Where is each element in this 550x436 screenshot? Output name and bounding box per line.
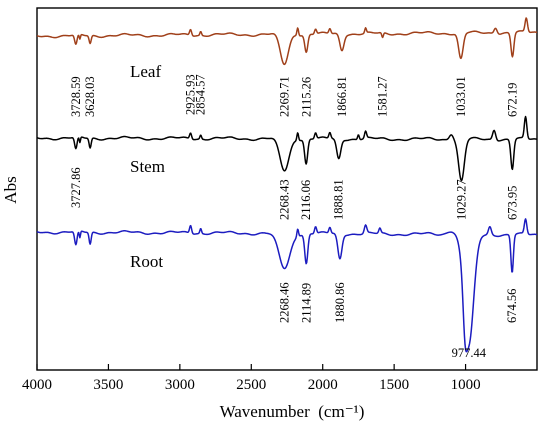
peak-label: 1866.81 (335, 76, 349, 117)
plot-frame (36, 7, 538, 371)
peak-label: 3628.03 (83, 76, 97, 117)
peak-label: 2268.46 (277, 282, 291, 323)
x-tick-label: 4000 (22, 377, 52, 393)
series-line-stem (36, 115, 538, 182)
peak-label: 1888.81 (332, 179, 346, 220)
series-lines (36, 17, 538, 353)
peak-label: 2268.43 (277, 179, 291, 220)
x-tick-label: 2000 (308, 377, 338, 393)
series-line-leaf (36, 17, 538, 66)
peak-label: 2115.26 (299, 77, 313, 117)
x-tick-label: 3000 (165, 377, 195, 393)
peak-label: 977.44 (452, 346, 487, 360)
peak-label: 1880.86 (333, 282, 347, 323)
peak-label: 673.95 (505, 186, 519, 220)
x-tick-label: 1500 (379, 377, 409, 393)
series-label-root: Root (130, 252, 163, 271)
peak-label: 1581.27 (376, 76, 390, 117)
series-line-root (36, 218, 538, 353)
x-axis-label: Wavenumber (cm⁻¹) (220, 402, 365, 421)
x-tick-label: 2500 (236, 377, 266, 393)
peak-label: 1033.01 (454, 76, 468, 117)
series-label-leaf: Leaf (130, 62, 161, 81)
series-label-stem: Stem (130, 157, 165, 176)
peak-label: 1029.27 (454, 179, 468, 220)
series-labels: Leaf Stem Root (130, 62, 165, 271)
peak-label: 2925.93 (184, 74, 198, 115)
peak-label: 3727.86 (69, 167, 83, 208)
peak-label: 2854.57 (194, 74, 208, 115)
peak-label: 2269.71 (277, 76, 291, 117)
y-axis-label: Abs (1, 176, 20, 203)
x-tick-label: 3500 (93, 377, 123, 393)
peak-label: 2116.06 (299, 180, 313, 220)
peak-label: 2114.89 (299, 283, 313, 323)
peak-label: 674.56 (505, 289, 519, 323)
peak-label: 3728.59 (69, 76, 83, 117)
x-axis-ticks: 4000 3500 3000 2500 2000 1500 1000 (22, 364, 481, 393)
x-tick-label: 1000 (451, 377, 481, 393)
peak-label: 672.19 (505, 83, 519, 117)
